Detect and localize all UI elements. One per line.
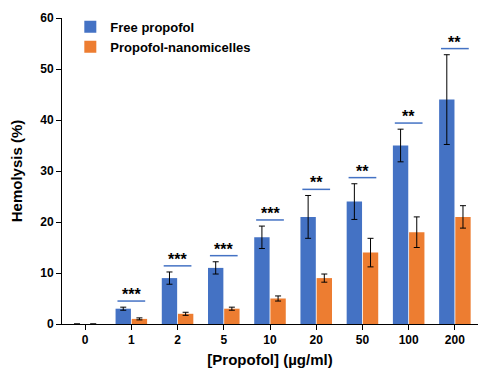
- svg-text:20: 20: [310, 333, 324, 347]
- svg-text:60: 60: [40, 11, 54, 25]
- svg-text:200: 200: [445, 333, 465, 347]
- svg-text:50: 50: [40, 62, 54, 76]
- svg-text:100: 100: [399, 333, 419, 347]
- svg-text:5: 5: [220, 333, 227, 347]
- svg-text:20: 20: [40, 215, 54, 229]
- svg-text:**: **: [402, 108, 415, 125]
- svg-text:**: **: [310, 174, 323, 191]
- svg-text:Free propofol: Free propofol: [110, 20, 194, 35]
- svg-text:***: ***: [122, 286, 141, 303]
- svg-text:**: **: [448, 34, 461, 51]
- svg-text:[Propofol] (µg/ml): [Propofol] (µg/ml): [207, 351, 332, 368]
- svg-text:0: 0: [47, 317, 54, 331]
- svg-text:Propofol-nanomicelles: Propofol-nanomicelles: [110, 40, 250, 55]
- svg-text:***: ***: [168, 251, 187, 268]
- svg-text:1: 1: [128, 333, 135, 347]
- svg-text:10: 10: [263, 333, 277, 347]
- svg-text:***: ***: [214, 241, 233, 258]
- svg-text:50: 50: [356, 333, 370, 347]
- svg-text:0: 0: [82, 333, 89, 347]
- svg-text:30: 30: [40, 164, 54, 178]
- svg-text:10: 10: [40, 266, 54, 280]
- svg-text:***: ***: [261, 205, 280, 222]
- svg-text:Hemolysis (%): Hemolysis (%): [8, 120, 25, 223]
- svg-text:2: 2: [174, 333, 181, 347]
- svg-text:**: **: [356, 163, 369, 180]
- svg-text:40: 40: [40, 113, 54, 127]
